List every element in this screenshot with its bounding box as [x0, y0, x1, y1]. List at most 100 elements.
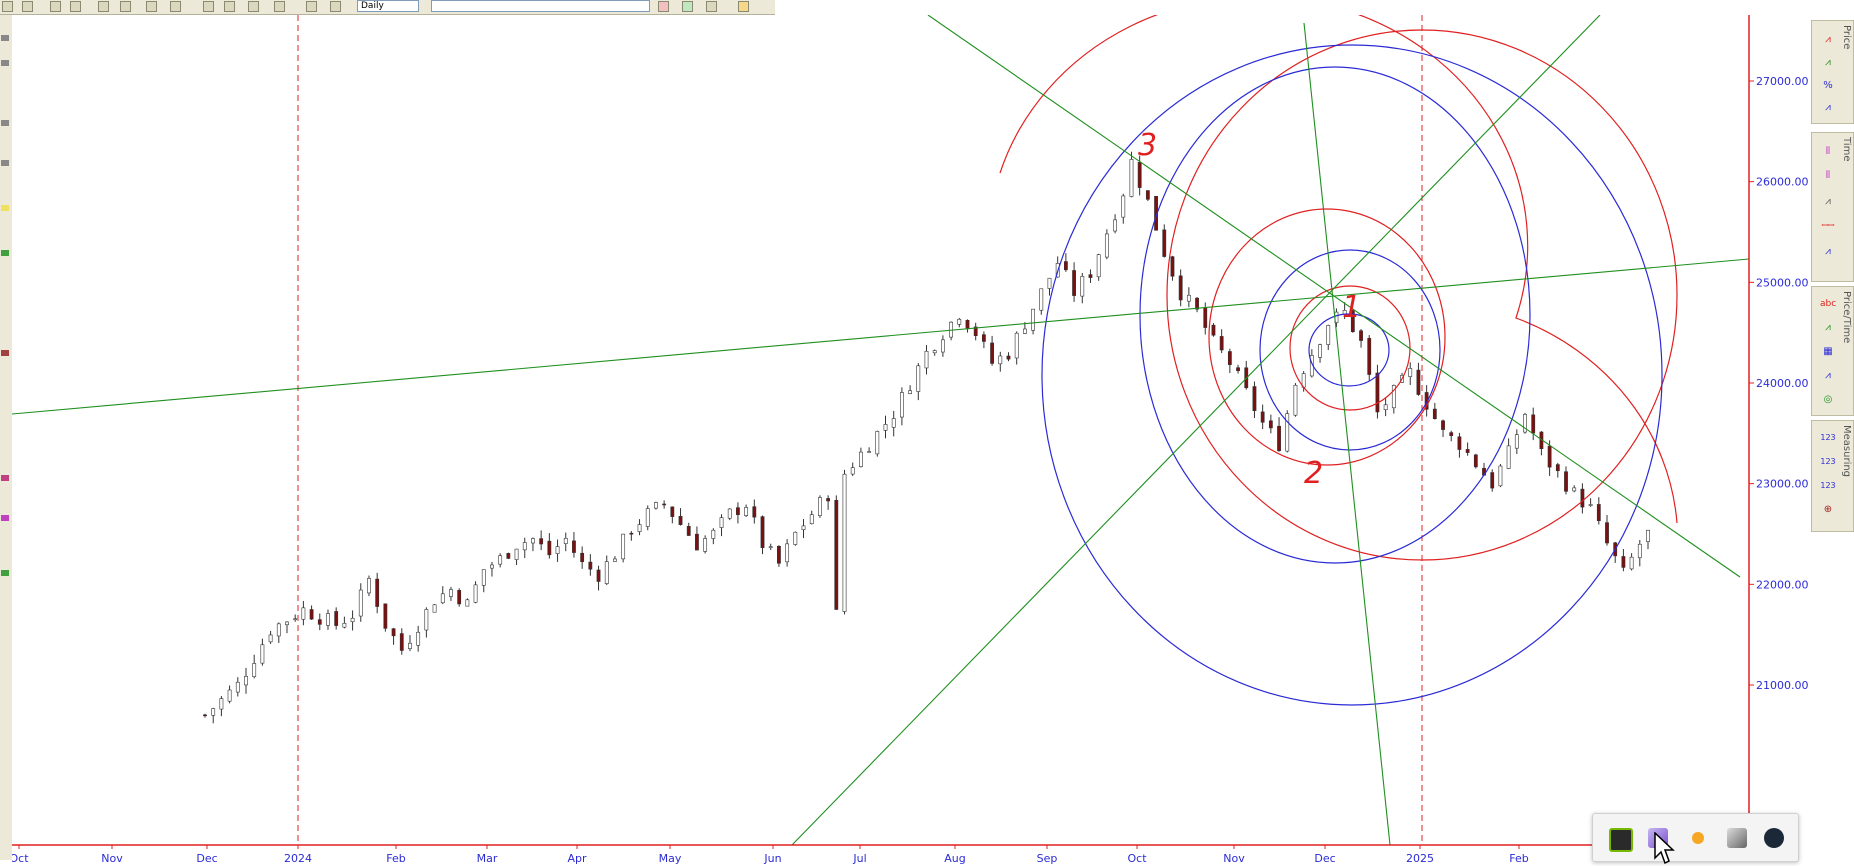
price-time-group-title: Price/Time [1841, 291, 1852, 344]
down-arrow-icon[interactable] [682, 1, 693, 12]
candle-body [1547, 445, 1552, 468]
candle-body [514, 548, 519, 560]
time-tick-label: Oct [12, 852, 29, 865]
print-setup-icon[interactable] [306, 1, 317, 12]
candle-body [1580, 488, 1585, 508]
candle-body [703, 538, 708, 552]
candle-body [1506, 445, 1511, 469]
weather-icon[interactable] [1688, 828, 1708, 848]
candle-body [900, 392, 904, 418]
candle-body [965, 320, 970, 330]
candle-body [1432, 408, 1437, 419]
time-ratio-icon[interactable]: ⩘ [1825, 196, 1831, 207]
measure-price-icon[interactable]: 123 [1820, 457, 1836, 466]
open-icon[interactable] [170, 1, 181, 12]
symbol-select[interactable] [431, 0, 650, 12]
nvidia-icon[interactable] [1609, 828, 1633, 852]
message-icon[interactable] [738, 1, 749, 12]
measure-range-icon[interactable]: 123 [1820, 481, 1836, 490]
candle-body [432, 604, 437, 613]
candle-body [408, 642, 412, 650]
candle-body [908, 390, 913, 394]
candle-body [1088, 274, 1093, 278]
drawing-icon[interactable] [120, 1, 131, 12]
candle-body [785, 543, 790, 563]
text-icon[interactable]: abc [1820, 299, 1837, 309]
candle-body [539, 538, 544, 545]
marker-tool-icon[interactable] [1, 570, 9, 576]
crosshair-tool-icon[interactable] [1, 60, 9, 66]
fan-icon[interactable]: ⩘ [1825, 370, 1831, 381]
pt-trend-icon[interactable]: ⩘ [1825, 322, 1831, 333]
pattern-tool-icon[interactable] [1, 350, 9, 356]
indicator-icon[interactable] [98, 1, 109, 12]
highlight-tool-icon[interactable] [1, 205, 9, 211]
candle-body [481, 569, 486, 586]
time-cycles-icon[interactable]: ⦀ [1825, 170, 1831, 181]
price-trend-icon[interactable]: ⩘ [1825, 102, 1831, 113]
candle-body [1170, 256, 1175, 277]
candle-body [998, 355, 1003, 365]
time-tick-label: Dec [196, 852, 217, 865]
folder-icon[interactable] [203, 1, 214, 12]
price-tools-group: Price ⩘ ⩘ % ⩘ [1811, 20, 1854, 124]
refresh-icon[interactable] [50, 1, 61, 12]
green-tool-icon[interactable] [1, 250, 9, 256]
zoom-in-icon[interactable] [2, 1, 13, 12]
trend-tool-icon[interactable] [1, 160, 9, 166]
time-lines-icon[interactable]: ⦀ [1825, 146, 1831, 157]
line-tool-icon[interactable] [1, 120, 9, 126]
back-icon[interactable] [330, 1, 341, 12]
grid-icon[interactable]: ▦ [1823, 346, 1833, 357]
price-level-icon[interactable]: ⩘ [1825, 34, 1831, 45]
chart-window-icon[interactable] [70, 1, 81, 12]
price-tick-label: 26000.00 [1756, 176, 1809, 189]
candle-body [629, 532, 634, 535]
candle-body [1596, 504, 1601, 522]
candle-body [1285, 413, 1290, 452]
cursor-tool-icon[interactable] [1, 35, 9, 41]
steam-icon[interactable] [1764, 828, 1784, 848]
fib-tool-icon[interactable] [1, 475, 9, 481]
eye-icon[interactable] [706, 1, 717, 12]
blue-circle-mid [1139, 66, 1531, 564]
price-axis-ticks: 27000.00 26000.00 25000.00 24000.00 23000.00… [1749, 75, 1809, 692]
candle-body [244, 676, 248, 686]
candle-body [317, 619, 322, 625]
percent-icon[interactable]: % [1823, 80, 1833, 91]
candle-body [301, 607, 306, 620]
candle-body [1145, 190, 1150, 200]
period-select[interactable]: Daily [357, 0, 419, 12]
print-icon[interactable] [274, 1, 285, 12]
candle-body [686, 526, 691, 536]
candle-body [1465, 449, 1470, 453]
candle-body [777, 545, 781, 564]
candle-body [1350, 310, 1355, 332]
save-icon[interactable] [224, 1, 235, 12]
time-trend-icon[interactable]: ⩘ [1825, 246, 1831, 257]
zoom-out-icon[interactable] [22, 1, 33, 12]
price-chart[interactable]: 3 1 2 27000.00 26000.00 25000.00 24000.00 23… [12, 15, 1811, 866]
candle-body [293, 618, 298, 621]
template-icon[interactable] [146, 1, 157, 12]
price-channel-icon[interactable]: ⩘ [1825, 57, 1831, 68]
candle-body [1039, 288, 1044, 311]
candle-body [834, 499, 839, 610]
up-arrow-icon[interactable] [658, 1, 669, 12]
time-tick-label: Dec [1314, 852, 1335, 865]
spiral-icon[interactable]: ◎ [1823, 394, 1833, 405]
candle-body [604, 561, 609, 584]
candle-body [531, 538, 535, 544]
measure-time-icon[interactable]: 123 [1820, 433, 1836, 442]
network-icon[interactable] [1727, 828, 1747, 848]
candle-body [498, 555, 503, 565]
number-tool-icon[interactable] [1, 515, 9, 521]
candle-body [555, 546, 560, 554]
time-fib-icon[interactable]: ꟷꟷ [1821, 221, 1835, 230]
target-icon[interactable]: ⊕ [1823, 504, 1833, 515]
candle-body [793, 531, 798, 545]
copy-icon[interactable] [248, 1, 259, 12]
candle-body [818, 497, 822, 516]
candle-body [1121, 195, 1126, 218]
candle-body [1473, 454, 1478, 468]
